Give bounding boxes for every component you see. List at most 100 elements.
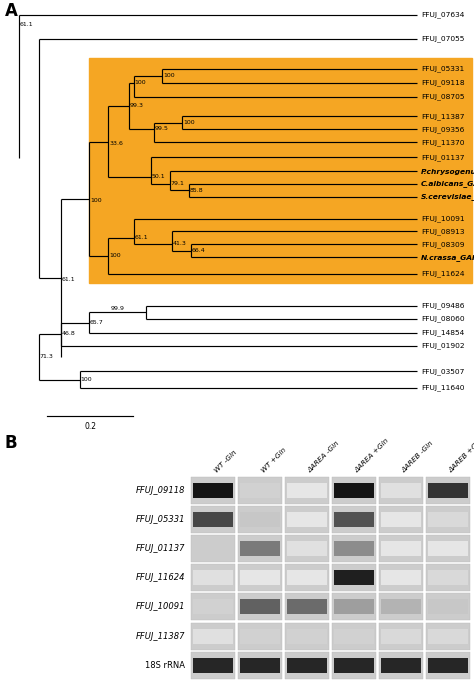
Bar <box>191 652 235 679</box>
Text: N.crassa_GAP1: N.crassa_GAP1 <box>421 254 474 261</box>
Bar <box>193 482 233 498</box>
Text: B: B <box>5 434 18 452</box>
Bar <box>428 512 468 527</box>
Text: 85.8: 85.8 <box>190 188 203 193</box>
Bar <box>428 658 468 673</box>
Text: 79.1: 79.1 <box>171 181 184 186</box>
Text: WT +Gln: WT +Gln <box>260 447 287 474</box>
Text: FFUJ_03507: FFUJ_03507 <box>421 368 465 375</box>
Text: 99.3: 99.3 <box>130 103 144 108</box>
Bar <box>426 564 470 591</box>
Bar <box>426 623 470 650</box>
Bar <box>334 570 374 585</box>
Text: S.cerevisiae_GAP1: S.cerevisiae_GAP1 <box>421 193 474 200</box>
Text: 66.4: 66.4 <box>191 248 205 253</box>
Bar <box>285 506 329 533</box>
Bar <box>428 629 468 644</box>
Bar <box>89 58 472 283</box>
Text: ΔAREA -Gln: ΔAREA -Gln <box>307 441 341 474</box>
Bar <box>285 594 329 621</box>
Text: FFUJ_11640: FFUJ_11640 <box>421 384 465 391</box>
Text: FFUJ_11624: FFUJ_11624 <box>136 573 185 582</box>
Bar <box>334 512 374 527</box>
Bar <box>332 477 376 504</box>
Bar <box>193 599 233 614</box>
Text: 41.3: 41.3 <box>173 241 186 247</box>
Text: 65.7: 65.7 <box>90 320 104 325</box>
Bar <box>334 541 374 556</box>
Text: FFUJ_08913: FFUJ_08913 <box>421 228 465 235</box>
Bar <box>238 535 282 562</box>
Text: 46.8: 46.8 <box>62 332 75 336</box>
Text: 100: 100 <box>90 198 102 203</box>
Bar <box>238 652 282 679</box>
Text: FFUJ_11370: FFUJ_11370 <box>421 139 465 145</box>
Bar <box>426 652 470 679</box>
Text: 61.1: 61.1 <box>135 235 148 240</box>
Text: FFUJ_10091: FFUJ_10091 <box>136 603 185 612</box>
Text: 100: 100 <box>163 73 175 78</box>
Bar <box>426 535 470 562</box>
Text: P.chrysogenum_GAP1: P.chrysogenum_GAP1 <box>421 167 474 174</box>
Text: FFUJ_09486: FFUJ_09486 <box>421 302 465 309</box>
Text: WT -Gln: WT -Gln <box>213 450 237 474</box>
Text: FFUJ_14854: FFUJ_14854 <box>421 329 464 336</box>
Bar <box>193 512 233 527</box>
Bar <box>193 541 233 556</box>
Text: 50.1: 50.1 <box>152 174 165 179</box>
Text: 99.9: 99.9 <box>110 306 125 311</box>
Text: FFUJ_11387: FFUJ_11387 <box>136 632 185 641</box>
Text: 100: 100 <box>109 253 121 258</box>
Bar <box>334 629 374 644</box>
Bar <box>285 477 329 504</box>
Bar <box>285 623 329 650</box>
Bar <box>379 623 423 650</box>
Bar <box>240 482 280 498</box>
Text: ΔAREB -Gln: ΔAREB -Gln <box>401 441 435 474</box>
Bar <box>238 594 282 621</box>
Text: FFUJ_09118: FFUJ_09118 <box>421 79 465 86</box>
Text: FFUJ_07055: FFUJ_07055 <box>421 35 465 42</box>
Bar <box>332 506 376 533</box>
Bar <box>334 482 374 498</box>
Bar <box>332 594 376 621</box>
Bar <box>285 564 329 591</box>
Bar <box>332 564 376 591</box>
Bar <box>332 623 376 650</box>
Bar <box>287 599 327 614</box>
Bar <box>238 564 282 591</box>
Bar <box>191 564 235 591</box>
Bar <box>426 594 470 621</box>
Text: 33.6: 33.6 <box>109 141 123 146</box>
Bar <box>287 541 327 556</box>
Bar <box>428 570 468 585</box>
Bar <box>381 599 421 614</box>
Bar <box>381 658 421 673</box>
Text: 18S rRNA: 18S rRNA <box>145 661 185 670</box>
Bar <box>381 482 421 498</box>
Bar <box>240 570 280 585</box>
Bar <box>428 599 468 614</box>
Bar <box>379 506 423 533</box>
Bar <box>191 594 235 621</box>
Text: 61.1: 61.1 <box>62 277 75 282</box>
Bar <box>191 623 235 650</box>
Text: FFUJ_05331: FFUJ_05331 <box>421 65 464 72</box>
Bar <box>191 477 235 504</box>
Bar <box>238 506 282 533</box>
Bar <box>287 512 327 527</box>
Text: 0.2: 0.2 <box>84 423 96 432</box>
Text: ΔAREA +Gln: ΔAREA +Gln <box>354 438 391 474</box>
Bar <box>240 541 280 556</box>
Text: FFUJ_10091: FFUJ_10091 <box>421 215 465 222</box>
Text: FFUJ_08060: FFUJ_08060 <box>421 316 465 322</box>
Text: FFUJ_01137: FFUJ_01137 <box>421 154 465 161</box>
Text: 61.1: 61.1 <box>20 22 34 27</box>
Bar <box>193 570 233 585</box>
Bar <box>238 623 282 650</box>
Bar <box>428 541 468 556</box>
Bar <box>332 535 376 562</box>
Bar <box>379 477 423 504</box>
Bar <box>287 570 327 585</box>
Bar <box>240 658 280 673</box>
